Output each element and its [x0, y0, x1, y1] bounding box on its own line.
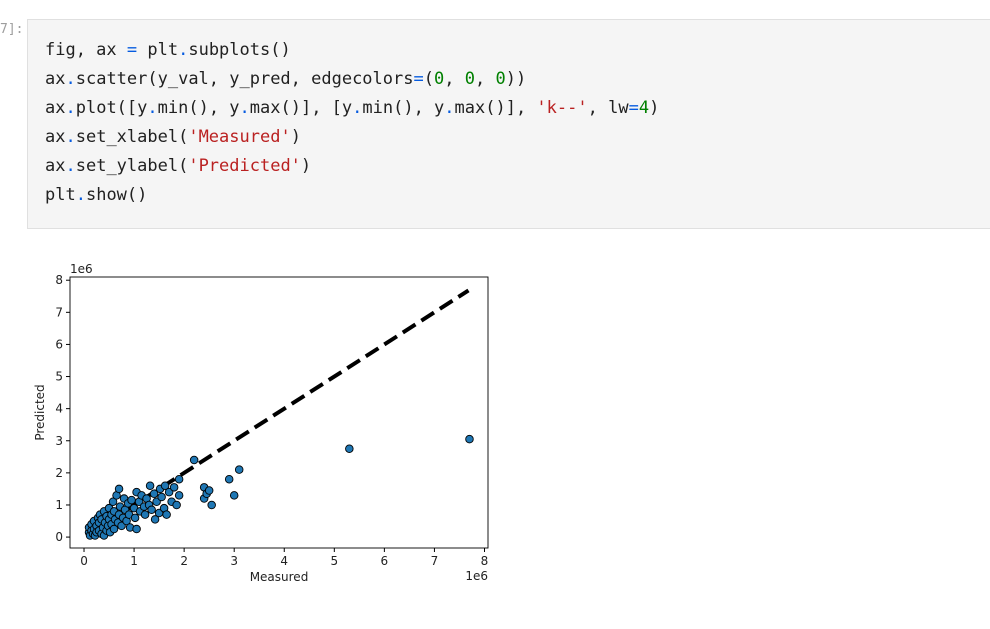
- scatter-point: [147, 505, 156, 515]
- code-token: =: [628, 98, 639, 118]
- scatter-point: [157, 492, 166, 502]
- scatter-point: [164, 487, 174, 497]
- code-line: plt.show(): [45, 185, 148, 205]
- code-token: .: [444, 98, 455, 118]
- y-tick-label: 3: [55, 434, 63, 448]
- scatter-point: [224, 475, 234, 484]
- scatter-point: [204, 486, 214, 495]
- y-tick-label: 1: [55, 498, 63, 512]
- y-tick-label: 2: [55, 466, 63, 480]
- scatter-point: [172, 500, 181, 510]
- x-tick-label: 8: [481, 554, 489, 568]
- cell-prompt: 7]:: [0, 22, 24, 37]
- x-tick-label: 0: [80, 554, 88, 568]
- scatter-point: [127, 495, 136, 505]
- y-offset-label: 1e6: [70, 262, 93, 276]
- scatter-point: [145, 481, 155, 490]
- code-token: 0: [464, 69, 475, 89]
- code-token: .: [65, 98, 76, 118]
- code-line: ax.set_ylabel('Predicted'): [45, 156, 312, 176]
- x-tick-label: 1: [130, 554, 138, 568]
- code-line: ax.plot([y.min(), y.max()], [y.min(), y.…: [45, 98, 660, 118]
- x-tick-label: 2: [180, 554, 188, 568]
- y-tick-label: 4: [55, 402, 63, 416]
- scatter-point: [150, 515, 160, 524]
- code-token: .: [75, 185, 86, 205]
- code-token: .: [239, 98, 250, 118]
- code-line: ax.set_xlabel('Measured'): [45, 127, 301, 147]
- scatter-point: [152, 497, 161, 507]
- x-offset-label: 1e6: [465, 569, 488, 583]
- y-tick-label: 0: [55, 530, 63, 544]
- code-token: 'Predicted': [188, 156, 301, 176]
- code-line: ax.scatter(y_val, y_pred, edgecolors=(0,…: [45, 69, 527, 89]
- scatter-point: [132, 524, 141, 534]
- x-tick-label: 6: [381, 554, 389, 568]
- scatter-point: [229, 491, 239, 500]
- y-axis-label: Predicted: [33, 384, 47, 440]
- code-token: 4: [638, 98, 650, 118]
- scatter-point: [114, 484, 124, 494]
- code-token: =: [126, 40, 138, 60]
- scatter-point: [117, 521, 126, 531]
- scatter-point: [207, 500, 216, 510]
- code-token: 'k--': [536, 98, 588, 118]
- code-token: 0: [495, 69, 506, 89]
- x-tick-label: 5: [330, 554, 338, 568]
- scatter-point: [234, 465, 244, 474]
- scatter-point: [162, 510, 171, 519]
- scatter-point: [189, 455, 199, 465]
- code-cell[interactable]: fig, ax = plt.subplots() ax.scatter(y_val…: [27, 19, 990, 229]
- code-token: =: [413, 69, 424, 89]
- x-tick-label: 7: [431, 554, 439, 568]
- scatter-point: [149, 489, 159, 498]
- scatter-point: [109, 524, 119, 534]
- code-token: .: [147, 98, 158, 118]
- y-tick-label: 7: [55, 305, 63, 319]
- y-tick-label: 6: [55, 337, 63, 351]
- y-tick-label: 8: [55, 273, 63, 287]
- chart: 0 1 2 3 4 5 6 7 80123456781e61e6MeasuredPredicte…: [33, 262, 489, 584]
- code-token: .: [65, 127, 76, 147]
- code-token: .: [352, 98, 363, 118]
- x-tick-label: 4: [280, 554, 288, 568]
- scatter-point: [465, 434, 474, 444]
- scatter-point: [140, 510, 150, 519]
- plot-frame: [69, 276, 489, 549]
- code-line: fig, ax = plt.subplots(): [45, 40, 291, 60]
- scatter-point: [174, 491, 184, 500]
- code-token: .: [178, 40, 189, 60]
- y-tick-label: 5: [55, 370, 63, 384]
- scatter-point: [345, 444, 354, 454]
- scatter-point: [174, 475, 184, 484]
- scatter-point: [160, 481, 170, 490]
- x-tick-label: 3: [230, 554, 238, 568]
- code-token: 0: [434, 69, 445, 89]
- code-token: .: [65, 156, 76, 176]
- scatter-point: [169, 483, 179, 492]
- code-token: 'Measured': [188, 127, 291, 147]
- scatter-point: [108, 497, 118, 507]
- x-axis-label: Measured: [250, 570, 309, 584]
- scatter-point: [130, 513, 140, 523]
- code-token: .: [65, 69, 76, 89]
